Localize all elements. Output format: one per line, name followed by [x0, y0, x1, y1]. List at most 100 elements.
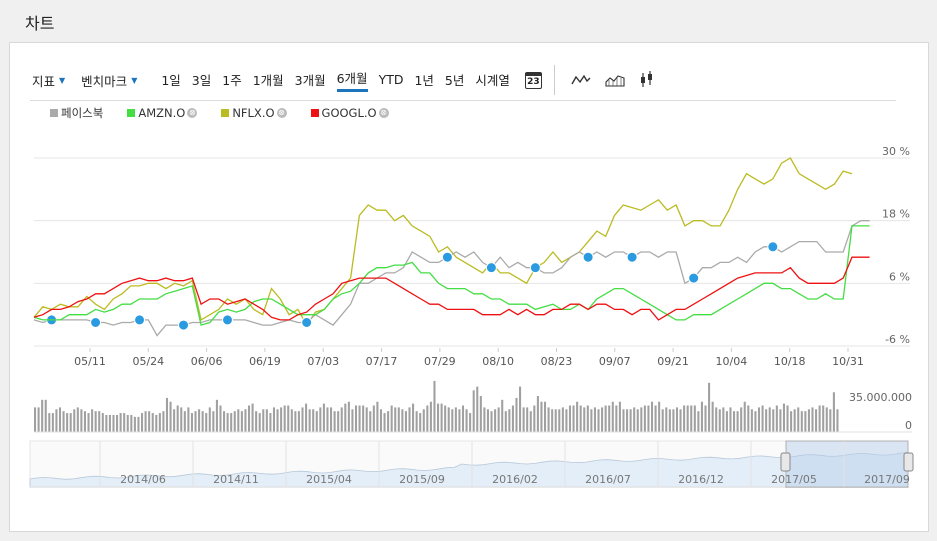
volume-bar — [700, 401, 703, 432]
legend-label: NFLX.O — [232, 106, 275, 120]
volume-bar — [215, 399, 218, 432]
volume-bar — [561, 407, 564, 432]
area-style-icon[interactable] — [605, 73, 625, 87]
legend-item-nflx[interactable]: NFLX.O ⊗ — [221, 105, 287, 121]
volume-bar — [326, 407, 329, 432]
volume-bar — [458, 409, 461, 432]
volume-bar — [351, 409, 354, 432]
volume-bar — [73, 409, 76, 432]
volume-bar — [83, 411, 86, 432]
benchmark-dropdown[interactable]: 벤치마크 ▼ — [81, 71, 137, 90]
volume-bar — [365, 407, 368, 432]
x-tick-label: 10/18 — [774, 355, 806, 368]
range-ytd[interactable]: YTD — [378, 71, 404, 87]
range-1d[interactable]: 1일 — [161, 72, 181, 88]
volume-bar — [244, 409, 247, 432]
series-line-nflxo — [33, 157, 853, 327]
volume-bar — [725, 411, 728, 432]
legend-item-facebook[interactable]: 페이스북 — [50, 105, 103, 121]
chart-area[interactable]: 30 % 18 % 6 % -6 % 05/11 05/24 06/06 06/19 07/03… — [10, 43, 928, 488]
volume-bar — [793, 409, 796, 432]
volume-bar — [772, 409, 775, 432]
volume-bar — [611, 401, 614, 432]
volume-bar — [376, 401, 379, 432]
volume-bar — [447, 407, 450, 432]
volume-bar — [322, 403, 325, 432]
volume-bar — [226, 413, 229, 432]
range-3m[interactable]: 3개월 — [294, 72, 326, 88]
volume-bar — [761, 405, 764, 432]
volume-bar — [647, 405, 650, 432]
navigator-tick-label: 2016/07 — [585, 473, 631, 486]
range-all[interactable]: 시계열 — [475, 72, 510, 88]
volume-bar — [198, 409, 201, 432]
volume-bar — [194, 411, 197, 432]
volume-bar — [768, 407, 771, 432]
volume-bar — [433, 380, 436, 432]
remove-series-icon[interactable]: ⊗ — [276, 108, 287, 118]
volume-bar — [479, 396, 482, 432]
range-5y[interactable]: 5년 — [444, 72, 465, 88]
x-tick-label: 09/07 — [599, 355, 631, 368]
event-marker — [688, 272, 700, 284]
volume-bar — [668, 409, 671, 432]
volume-bar — [511, 405, 514, 432]
range-6m[interactable]: 6개월 — [336, 68, 368, 92]
volume-bar — [779, 409, 782, 432]
volume-bar — [444, 405, 447, 432]
range-1y[interactable]: 1년 — [414, 72, 434, 88]
volume-bar — [825, 407, 828, 432]
volume-bar — [372, 405, 375, 432]
legend-item-googl[interactable]: GOOGL.O ⊗ — [310, 105, 389, 121]
volume-bar — [66, 413, 69, 432]
legend-swatch — [221, 109, 230, 117]
volume-bar — [654, 405, 657, 432]
volume-bar — [58, 407, 62, 432]
range-1w[interactable]: 1주 — [222, 72, 242, 88]
volume-bar — [319, 407, 322, 432]
volume-bar — [155, 414, 158, 432]
event-marker — [582, 251, 594, 263]
volume-bar — [636, 409, 639, 432]
volume-bar — [305, 403, 308, 432]
volume-bar — [747, 405, 750, 432]
remove-series-icon[interactable]: ⊗ — [187, 108, 198, 118]
volume-bar — [237, 409, 240, 432]
volume-bar — [119, 413, 122, 432]
volume-bar — [290, 409, 293, 432]
range-1m[interactable]: 1개월 — [252, 72, 284, 88]
volume-bar — [697, 411, 700, 432]
calendar-icon[interactable]: 23 — [524, 71, 542, 89]
legend-item-amzn[interactable]: AMZN.O ⊗ — [127, 105, 198, 121]
remove-series-icon[interactable]: ⊗ — [378, 108, 389, 118]
volume-bar — [504, 411, 507, 432]
volume-bar — [618, 401, 621, 432]
volume-bar — [394, 407, 397, 432]
volume-bar — [180, 407, 183, 432]
volume-bar — [429, 401, 432, 432]
navigator-tick-label: 2015/04 — [306, 473, 352, 486]
volume-bar — [519, 386, 522, 432]
volume-axis-zero: 0 — [905, 419, 912, 432]
volume-bar — [251, 403, 254, 432]
volume-bar — [105, 414, 108, 432]
volume-bar — [818, 405, 821, 432]
event-marker — [222, 314, 234, 326]
volume-bar — [219, 405, 222, 432]
volume-bar — [297, 411, 300, 432]
volume-bar — [807, 409, 810, 432]
volume-bar — [116, 414, 119, 432]
navigator-left-handle — [780, 452, 791, 472]
volume-bar — [515, 397, 518, 432]
volume-bar — [133, 416, 136, 432]
volume-bar — [451, 409, 454, 432]
indicator-dropdown[interactable]: 지표 ▼ — [32, 71, 65, 90]
volume-bar — [579, 405, 582, 432]
range-3d[interactable]: 3일 — [191, 72, 212, 88]
volume-bar — [34, 407, 37, 432]
volume-bar — [126, 414, 129, 432]
line-style-icon[interactable] — [571, 73, 591, 87]
benchmark-label: 벤치마크 — [81, 73, 128, 89]
candlestick-style-icon[interactable] — [639, 71, 655, 89]
volume-bar — [190, 413, 193, 432]
